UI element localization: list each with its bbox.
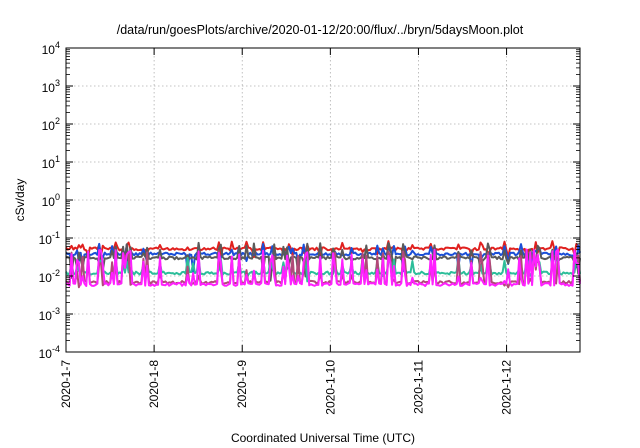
x-tick-label: 2020-1-10 xyxy=(323,360,337,415)
y-tick-label: 103 xyxy=(42,78,60,95)
series-line xyxy=(65,241,581,282)
x-tick-label: 2020-1-8 xyxy=(147,360,161,408)
series-line xyxy=(65,240,581,259)
y-tick-label: 10-2 xyxy=(39,268,60,285)
y-tick-label: 101 xyxy=(42,154,60,171)
x-tick-label: 2020-1-11 xyxy=(411,360,425,414)
x-tick-label: 2020-1-9 xyxy=(235,360,249,408)
y-tick-label: 10-1 xyxy=(39,230,60,247)
chart-title: /data/run/goesPlots/archive/2020-01-12/2… xyxy=(117,23,524,37)
grid xyxy=(66,48,580,352)
series-line xyxy=(65,250,581,289)
y-tick-label: 100 xyxy=(42,192,60,209)
x-tick-label: 2020-1-12 xyxy=(500,360,514,415)
series-layer xyxy=(65,240,581,289)
y-tick-label: 10-4 xyxy=(39,344,60,361)
series-line xyxy=(65,256,581,283)
series-line xyxy=(65,242,581,273)
y-axis-label: cSv/day xyxy=(13,179,27,222)
x-tick-label: 2020-1-7 xyxy=(59,360,73,408)
y-tick-label: 10-3 xyxy=(39,306,60,323)
x-axis-label: Coordinated Universal Time (UTC) xyxy=(231,431,415,445)
series-line xyxy=(65,248,581,287)
y-tick-label: 102 xyxy=(42,116,60,133)
tick-layer: 10-4 10-3 10-2 10-1 100 101 102 103 104 2020-1-7 2… xyxy=(39,40,580,415)
y-tick-label: 104 xyxy=(42,40,60,57)
